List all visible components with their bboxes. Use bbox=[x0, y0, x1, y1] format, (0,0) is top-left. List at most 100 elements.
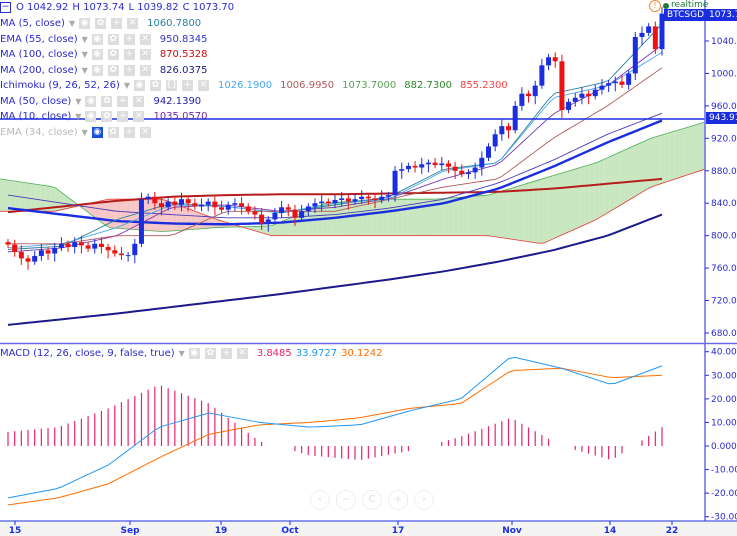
ichimoku-cloud-segment bbox=[513, 185, 519, 241]
dropdown-icon[interactable]: ▼ bbox=[81, 127, 88, 137]
eye-icon[interactable]: ◉ bbox=[91, 126, 103, 138]
gear-icon[interactable]: ✿ bbox=[95, 18, 107, 29]
y-tick-label: -10.0000 bbox=[711, 466, 737, 476]
candle bbox=[606, 83, 612, 86]
ichimoku-cloud-segment bbox=[533, 179, 539, 244]
close-icon[interactable]: ✕ bbox=[139, 126, 151, 138]
plus-icon[interactable]: + bbox=[111, 18, 123, 29]
gear-icon[interactable]: ✿ bbox=[107, 64, 119, 76]
close-icon[interactable]: ✕ bbox=[236, 348, 248, 359]
ichimoku-cloud-segment bbox=[271, 223, 277, 236]
gear-icon[interactable]: ✿ bbox=[150, 80, 161, 91]
ichimoku-cloud-segment bbox=[423, 199, 429, 236]
dropdown-icon[interactable]: ▼ bbox=[81, 34, 88, 44]
plus-icon[interactable]: + bbox=[117, 111, 129, 122]
dropdown-icon[interactable]: ▼ bbox=[123, 81, 130, 90]
indicator-value: 855.2300 bbox=[459, 80, 508, 91]
plus-icon[interactable]: + bbox=[123, 49, 135, 60]
kijun-line bbox=[8, 67, 663, 245]
eye-icon[interactable]: ◉ bbox=[134, 80, 145, 91]
close-icon[interactable]: ✕ bbox=[133, 111, 145, 122]
gear-icon[interactable]: ✿ bbox=[107, 126, 119, 138]
eye-icon[interactable]: ◉ bbox=[85, 95, 97, 107]
dropdown-icon[interactable]: ▼ bbox=[81, 50, 88, 59]
eye-icon[interactable]: ◉ bbox=[188, 348, 200, 359]
plus-icon[interactable]: + bbox=[123, 33, 135, 45]
close-icon[interactable]: ✕ bbox=[133, 95, 145, 107]
eye-icon[interactable]: ◉ bbox=[79, 18, 91, 29]
y-tick-label: 800.00 bbox=[711, 232, 737, 242]
indicator-label[interactable]: MA (10, close) bbox=[0, 111, 72, 122]
eye-icon[interactable]: ◉ bbox=[91, 64, 103, 76]
candle bbox=[58, 243, 64, 248]
plus-icon[interactable]: + bbox=[117, 95, 129, 107]
scroll-right-button[interactable]: › bbox=[414, 490, 434, 510]
dropdown-icon[interactable]: ▼ bbox=[68, 19, 76, 28]
scroll-left-button[interactable]: ‹ bbox=[310, 490, 330, 510]
eye-icon[interactable]: ◉ bbox=[85, 111, 97, 122]
plus-icon[interactable]: + bbox=[220, 348, 232, 359]
candle bbox=[359, 196, 365, 200]
zoom-in-button[interactable]: + bbox=[388, 490, 408, 510]
indicator-label[interactable]: MA (200, close) bbox=[0, 64, 78, 76]
eye-icon[interactable]: ◉ bbox=[91, 33, 103, 45]
hline-price-tag: 943.91 bbox=[706, 112, 737, 124]
candle bbox=[199, 204, 205, 207]
indicator-label[interactable]: MA (5, close) bbox=[0, 18, 65, 29]
dropdown-icon[interactable]: ▼ bbox=[75, 96, 82, 106]
gear-icon[interactable]: ✿ bbox=[107, 49, 119, 60]
close-icon[interactable]: ✕ bbox=[127, 18, 139, 29]
gear-icon[interactable]: ✿ bbox=[204, 348, 216, 359]
indicator-value: 1026.1900 bbox=[218, 80, 273, 91]
x-tick-label: 22 bbox=[666, 526, 679, 536]
candle bbox=[225, 204, 231, 210]
collapse-icon[interactable]: − bbox=[0, 2, 11, 13]
ichimoku-cloud-segment bbox=[125, 199, 131, 230]
ichimoku-cloud-segment bbox=[438, 198, 444, 236]
macd-label[interactable]: MACD (12, 26, close, 9, false, true) bbox=[0, 348, 175, 359]
close-icon[interactable]: ✕ bbox=[139, 49, 151, 60]
plus-icon[interactable]: + bbox=[123, 64, 135, 76]
candle bbox=[352, 199, 358, 202]
indicator-label[interactable]: EMA (34, close) bbox=[0, 126, 78, 138]
candle bbox=[472, 167, 478, 173]
candle bbox=[125, 255, 131, 257]
ichimoku-cloud-segment bbox=[246, 226, 252, 230]
dropdown-icon[interactable]: ▼ bbox=[81, 65, 88, 75]
close-icon[interactable]: ✕ bbox=[139, 64, 151, 76]
ichimoku-cloud-segment bbox=[468, 196, 474, 236]
candle bbox=[425, 162, 431, 165]
ichimoku-cloud-segment bbox=[362, 200, 368, 236]
candle bbox=[592, 89, 598, 97]
plus-icon[interactable]: + bbox=[182, 80, 193, 91]
plus-icon[interactable]: + bbox=[123, 126, 135, 138]
ichimoku-cloud-segment bbox=[186, 207, 192, 230]
gear-icon[interactable]: ✿ bbox=[107, 33, 119, 45]
gear-icon[interactable]: ✿ bbox=[101, 111, 113, 122]
indicator-label[interactable]: EMA (55, close) bbox=[0, 33, 78, 45]
ichimoku-cloud-segment bbox=[543, 176, 549, 244]
dropdown-icon[interactable]: ▼ bbox=[75, 112, 82, 121]
indicator-label[interactable]: MA (100, close) bbox=[0, 49, 78, 60]
x-tick-label: Sep bbox=[120, 526, 140, 536]
close-icon[interactable]: ✕ bbox=[139, 33, 151, 45]
candle bbox=[5, 242, 11, 245]
candle bbox=[626, 73, 632, 85]
gear-icon[interactable]: ✿ bbox=[101, 95, 113, 107]
warning-icon[interactable]: ! bbox=[649, 0, 661, 12]
indicator-label[interactable]: MA (50, close) bbox=[0, 95, 72, 107]
zoom-out-button[interactable]: − bbox=[336, 490, 356, 510]
ichimoku-cloud-segment bbox=[297, 212, 303, 236]
candle bbox=[459, 170, 465, 175]
ichimoku-cloud-segment bbox=[443, 198, 449, 236]
reset-button[interactable]: C bbox=[362, 490, 382, 510]
candle bbox=[145, 196, 151, 200]
ichimoku-cloud-segment bbox=[261, 226, 267, 235]
braces-icon[interactable]: {} bbox=[166, 80, 178, 91]
low-value: L 1039.82 bbox=[128, 2, 179, 13]
indicator-label[interactable]: Ichimoku (9, 26, 52, 26) bbox=[0, 80, 120, 91]
dropdown-icon[interactable]: ▼ bbox=[178, 349, 185, 358]
eye-icon[interactable]: ◉ bbox=[91, 49, 103, 60]
close-icon[interactable]: ✕ bbox=[198, 80, 209, 91]
